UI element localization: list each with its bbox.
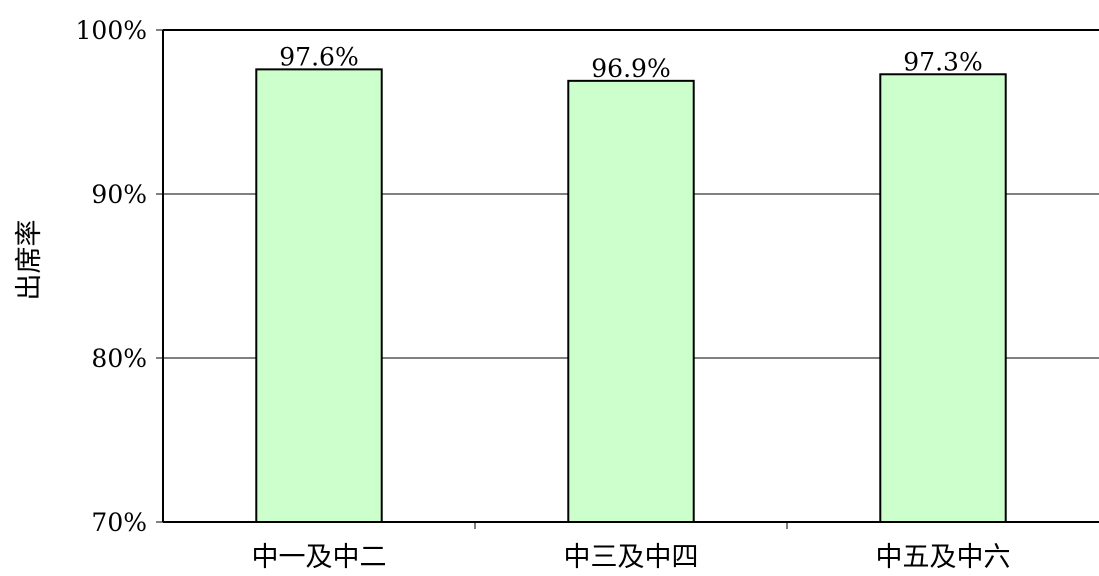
labels: 70% 80% 90% 100% 97.6% 中一及中二 96.9% 中三及中四 97.3% 中五… xyxy=(76,16,1011,573)
y-tick-label: 90% xyxy=(91,180,147,209)
bar-3 xyxy=(879,73,1007,523)
data-label: 97.3% xyxy=(903,47,982,76)
data-label: 96.9% xyxy=(591,54,670,83)
y-axis-title: 出席率 xyxy=(14,220,45,301)
y-tick-label: 80% xyxy=(91,344,147,373)
bar-2 xyxy=(567,79,695,523)
bar-1 xyxy=(255,68,383,524)
y-tick-label: 70% xyxy=(91,508,147,537)
data-label: 97.6% xyxy=(279,42,358,71)
x-category-label: 中三及中四 xyxy=(564,542,699,573)
x-category-label: 中五及中六 xyxy=(876,542,1011,573)
y-tick-label: 100% xyxy=(76,16,147,45)
axes xyxy=(156,29,1099,529)
bars xyxy=(255,68,1007,524)
x-category-label: 中一及中二 xyxy=(252,542,387,573)
